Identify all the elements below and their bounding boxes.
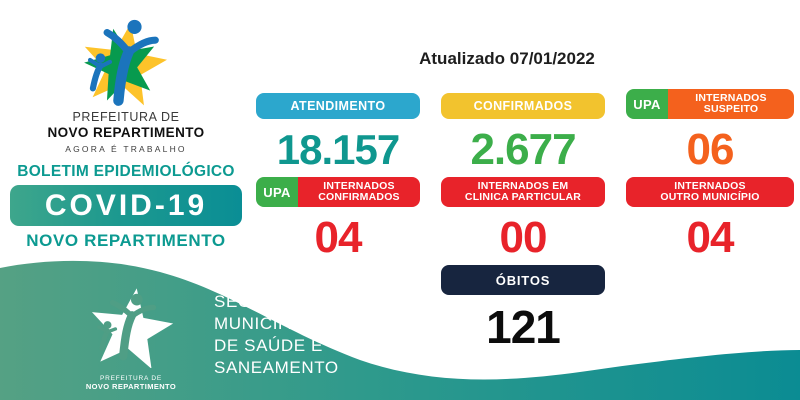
updated-date: Atualizado 07/01/2022 [419,49,595,68]
stat-label-line2: SUSPEITO [703,103,759,115]
stat-header-confirmados: CONFIRMADOS [441,93,605,119]
upa-badge: UPA [626,89,668,119]
stat-value-obitos: 121 [486,301,561,353]
stat-value-confirmados: 2.677 [470,124,576,174]
stat-value-internados-suspeito: 06 [686,124,735,174]
brand-column: PREFEITURA DE NOVO REPARTIMENTO AGORA É … [0,12,252,251]
stat-value-internados-confirmados: 04 [314,212,363,262]
covid-banner: COVID-19 [10,185,242,226]
stat-label-line1: INTERNADOS [695,91,767,104]
bulletin-title: BOLETIM EPIDEMIOLÓGICO [17,163,235,180]
stat-label-line1: INTERNADOS EM [477,179,569,192]
stat-label: INTERNADOS CONFIRMADOS [298,177,420,207]
stat-header-obitos: ÓBITOS [441,265,605,295]
stat-header-atendimento: ATENDIMENTO [256,93,420,119]
secretaria-title: SECRETARIA MUNICIPAL DE SAÚDE E SANEAMEN… [214,291,339,379]
stat-label: INTERNADOS EM CLINICA PARTICULAR [441,177,605,207]
stat-label: CONFIRMADOS [473,99,573,113]
footer-logo-line2: NOVO REPARTIMENTO [85,382,177,391]
secretaria-line3: DE SAÚDE E [214,336,323,355]
stat-header-internados-suspeito: UPA INTERNADOS SUSPEITO [626,89,794,119]
secretaria-line1: SECRETARIA [214,292,328,311]
stat-label-line1: INTERNADOS [674,179,746,192]
stat-card-atendimento: ATENDIMENTO 18.157 [256,87,420,175]
prefeitura-name-line2: NOVO REPARTIMENTO [47,125,205,140]
stat-label: INTERNADOS SUSPEITO [668,89,794,119]
prefeitura-logo-icon [84,19,167,106]
stat-card-internados-outro: INTERNADOS OUTRO MUNICÍPIO 04 [626,175,794,263]
stat-header-internados-confirmados: UPA INTERNADOS CONFIRMADOS [256,177,420,207]
stat-label-line2: CONFIRMADOS [318,191,400,203]
stat-value-internados-outro: 04 [686,212,735,262]
stat-header-internados-outro: INTERNADOS OUTRO MUNICÍPIO [626,177,794,207]
footer-logo-line1: PREFEITURA DE [99,375,163,382]
star-figures-icon [91,288,174,369]
stat-label-line2: CLINICA PARTICULAR [464,191,582,203]
stats-grid: ATENDIMENTO 18.157 CONFIRMADOS 2.677 UPA… [256,87,794,351]
stat-header-internados-clinica: INTERNADOS EM CLINICA PARTICULAR [441,177,605,207]
stat-label: ÓBITOS [495,272,551,288]
stat-card-internados-suspeito: UPA INTERNADOS SUSPEITO 06 [626,87,794,175]
stat-label: INTERNADOS OUTRO MUNICÍPIO [626,177,794,207]
prefeitura-name-line1: PREFEITURA DE [72,110,180,124]
stat-card-internados-confirmados: UPA INTERNADOS CONFIRMADOS 04 [256,175,420,263]
stat-card-obitos: ÓBITOS 121 [441,263,605,351]
stat-label: ATENDIMENTO [290,99,386,113]
upa-badge: UPA [256,177,298,207]
prefeitura-slogan: AGORA É TRABALHO [65,144,187,154]
stat-label-line2: OUTRO MUNICÍPIO [660,191,760,203]
secretaria-line2: MUNICIPAL [214,314,311,333]
stat-card-confirmados: CONFIRMADOS 2.677 [441,87,605,175]
secretaria-logo: PREFEITURA DE NOVO REPARTIMENTO [56,286,206,391]
stat-value-internados-clinica: 00 [499,212,548,262]
stat-card-internados-clinica: INTERNADOS EM CLINICA PARTICULAR 00 [441,175,605,263]
secretaria-line4: SANEAMENTO [214,358,339,377]
covid-banner-label: COVID-19 [44,188,208,222]
stat-value-atendimento: 18.157 [276,125,400,173]
stat-label-line1: INTERNADOS [323,179,395,192]
brand-city: NOVO REPARTIMENTO [26,231,226,250]
